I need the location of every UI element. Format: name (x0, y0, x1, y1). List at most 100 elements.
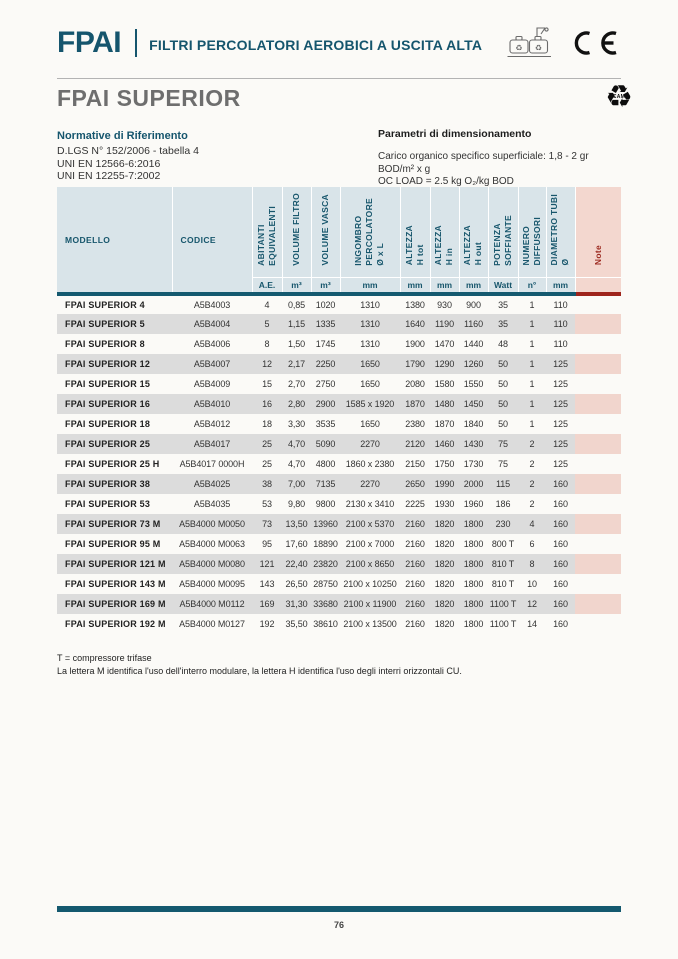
table-cell: 1800 (463, 559, 484, 569)
table-cell: FPAI SUPERIOR 8 (65, 339, 145, 349)
table-cell: 1820 (434, 599, 455, 609)
column-header-9: POTENZA SOFFIANTE (487, 187, 518, 277)
parameters-line: Carico organico specifico superficiale: … (378, 151, 589, 175)
table-cell: 2080 (405, 379, 425, 389)
table-cell: 900 (466, 300, 481, 310)
product-line-subtitle: FILTRI PERCOLATORI AEROBICI A USCITA ALT… (149, 37, 483, 53)
table-cell: 1745 (315, 339, 336, 349)
table-cell: 23820 (313, 559, 338, 569)
table-cell: 16 (262, 399, 272, 409)
table-cell: 110 (553, 339, 568, 349)
table-cell: 1430 (463, 439, 484, 449)
svg-text:♻: ♻ (515, 44, 522, 53)
normative-line: UNI EN 12255-7:2002 (57, 170, 161, 183)
table-cell: 3,30 (287, 419, 306, 429)
table-row: FPAI SUPERIOR 4 A5B4003 4 0,85 1020 1310 1380 9… (57, 294, 621, 314)
table-cell: 1 (529, 300, 535, 310)
table-cell (575, 394, 621, 414)
table-cell: 125 (553, 379, 568, 389)
table-cell: 50 (498, 419, 508, 429)
table-cell: 160 (553, 619, 568, 629)
table-cell: 2225 (405, 499, 425, 509)
column-header-1: CODICE (171, 187, 252, 296)
tank-installation-icon: ♻ ♻ (507, 27, 551, 58)
table-cell: A5B4004 (193, 319, 231, 329)
table-cell: 8 (529, 559, 535, 569)
spec-table-body: FPAI SUPERIOR 4 A5B4003 4 0,85 1020 1310 1380 9… (57, 294, 621, 634)
table-cell (575, 614, 621, 634)
table-cell: 1480 (434, 399, 455, 409)
table-cell: 2160 (405, 559, 425, 569)
unit-cell-7: mm (429, 276, 459, 296)
table-cell: 50 (498, 379, 508, 389)
table-cell: 15 (262, 379, 272, 389)
table-cell: 1860 x 2380 (345, 459, 395, 469)
table-cell: 10 (527, 579, 537, 589)
table-cell: 18 (262, 419, 272, 429)
table-cell: 2250 (315, 359, 336, 369)
table-cell: 1900 (405, 339, 425, 349)
table-cell: 1550 (463, 379, 484, 389)
table-cell (575, 574, 621, 594)
parameters-line: OC LOAD = 2.5 kg O₂/kg BOD (378, 176, 514, 187)
table-cell: 1160 (464, 319, 483, 329)
table-cell: A5B4000 M0127 (179, 619, 245, 629)
table-cell: 115 (495, 479, 511, 489)
table-cell: 53 (262, 499, 272, 509)
table-cell: 1470 (434, 339, 455, 349)
table-cell: 1 (529, 419, 535, 429)
ce-mark-icon (574, 31, 617, 55)
table-cell: 1,50 (287, 339, 306, 349)
table-cell: 1800 (463, 539, 484, 549)
table-cell: 2120 (405, 439, 425, 449)
normative-section: Normative di Riferimento D.LGS N° 152/20… (57, 130, 199, 183)
table-cell (575, 374, 621, 394)
table-row: FPAI SUPERIOR 192 M A5B4000 M0127 192 35,50… (57, 614, 621, 634)
table-cell: 1870 (405, 399, 425, 409)
table-cell: A5B4000 M0080 (179, 559, 245, 569)
table-cell: 8 (264, 339, 270, 349)
table-row: FPAI SUPERIOR 53 A5B4035 53 9,80 9800 2130 x … (57, 494, 621, 514)
table-cell: 1 (529, 339, 535, 349)
column-header-7: ALTEZZA H in (429, 187, 459, 277)
table-cell: 4,70 (287, 459, 306, 469)
table-cell: 1380 (405, 300, 425, 310)
table-cell: 143 (259, 579, 275, 589)
table-cell: 2100 x 7000 (345, 539, 395, 549)
table-cell: 192 (259, 619, 275, 629)
table-row: FPAI SUPERIOR 18 A5B4012 18 3,30 3535 1650 238… (57, 414, 621, 434)
page-header: FPAI FILTRI PERCOLATORI AEROBICI A USCIT… (57, 24, 621, 62)
table-cell: FPAI SUPERIOR 53 (65, 499, 151, 509)
table-cell: 1960 (463, 499, 484, 509)
table-cell: 28750 (313, 579, 338, 589)
table-cell: FPAI SUPERIOR 121 M (65, 559, 166, 569)
table-cell: 2 (529, 459, 535, 469)
table-cell: A5B4000 M0063 (179, 539, 245, 549)
table-cell: 38610 (313, 619, 338, 629)
table-row: FPAI SUPERIOR 121 M A5B4000 M0080 121 22,40… (57, 554, 621, 574)
table-cell (575, 534, 621, 554)
column-header-0: MODELLO (57, 187, 172, 296)
table-row: FPAI SUPERIOR 12 A5B4007 12 2,17 2250 1650 179… (57, 354, 621, 374)
table-cell: FPAI SUPERIOR 18 (65, 419, 151, 429)
column-header-label: ALTEZZA H tot (403, 225, 425, 266)
table-cell: 2000 (463, 479, 484, 489)
header-unit-row: A.E. m³ m³ mm mm mm mm Watt n° mm (57, 276, 621, 296)
table-cell: A5B4012 (193, 419, 231, 429)
table-cell: 810 T (491, 559, 515, 569)
table-cell: 2100 x 5370 (345, 519, 395, 529)
table-cell: 2100 x 10250 (343, 579, 397, 589)
table-cell: 33680 (313, 599, 338, 609)
table-cell: 1450 (463, 399, 484, 409)
header-label-row: MODELLO CODICE ABITANTI EQUIVALENTI VOLUME … (57, 187, 621, 296)
column-header-label: ALTEZZA H out (462, 225, 484, 266)
table-cell: 1730 (463, 459, 484, 469)
table-cell: 1,15 (287, 319, 306, 329)
table-cell: 125 (553, 419, 568, 429)
table-cell: 160 (553, 519, 568, 529)
column-header-2: ABITANTI EQUIVALENTI (251, 187, 282, 277)
brand-divider (135, 29, 138, 57)
table-cell: FPAI SUPERIOR 169 M (65, 599, 166, 609)
table-cell: 12 (527, 599, 537, 609)
table-cell: 125 (553, 359, 568, 369)
